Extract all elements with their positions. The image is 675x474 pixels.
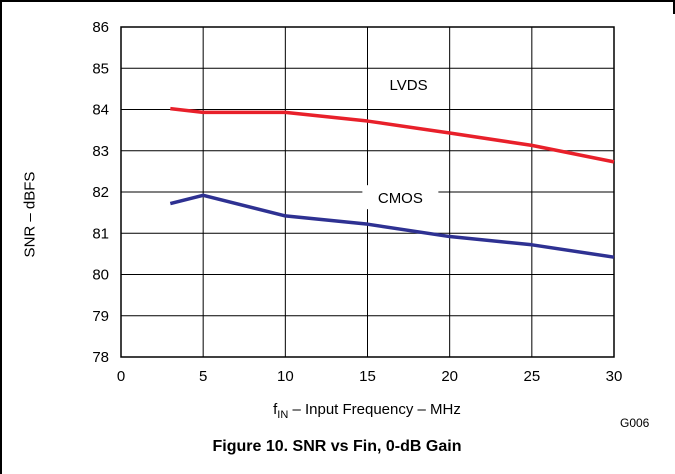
x-tick-label: 5 <box>199 368 207 385</box>
y-tick-label: 79 <box>92 308 109 325</box>
x-tick-label: 25 <box>523 368 540 385</box>
y-axis-title: SNR – dBFS <box>21 171 39 258</box>
x-tick-label: 20 <box>441 368 458 385</box>
series-label-cmos: CMOS <box>378 190 423 207</box>
figure-code: G006 <box>620 416 650 430</box>
x-tick-label: 10 <box>277 368 294 385</box>
x-axis-title-f: f <box>273 401 278 418</box>
x-tick-label: 15 <box>359 368 376 385</box>
y-tick-label: 82 <box>92 184 109 201</box>
y-tick-label: 83 <box>92 143 109 160</box>
y-tick-label: 81 <box>92 225 109 242</box>
x-axis-title-rest: – Input Frequency – MHz <box>288 401 461 418</box>
series-line-lvds <box>170 106 615 164</box>
y-tick-label: 84 <box>92 102 109 119</box>
y-tick-label: 86 <box>92 19 109 36</box>
y-tick-label: 80 <box>92 267 109 284</box>
series-label-bg <box>362 185 439 210</box>
frame-right-border <box>673 0 675 14</box>
series-label-bg <box>370 71 447 96</box>
x-axis-title-subscript: IN <box>277 409 289 421</box>
figure-caption: Figure 10. SNR vs Fin, 0-dB Gain <box>212 438 462 455</box>
frame-top-border <box>0 0 675 2</box>
x-axis-title: fIN – Input Frequency – MHz <box>273 401 461 421</box>
x-tick-label: 30 <box>606 368 623 385</box>
y-tick-label: 78 <box>92 349 109 366</box>
y-tick-label: 85 <box>92 60 109 77</box>
x-tick-label: 0 <box>117 368 125 385</box>
series-label-lvds: LVDS <box>390 77 428 94</box>
frame-left-border <box>0 0 2 474</box>
plot-border <box>120 26 615 358</box>
